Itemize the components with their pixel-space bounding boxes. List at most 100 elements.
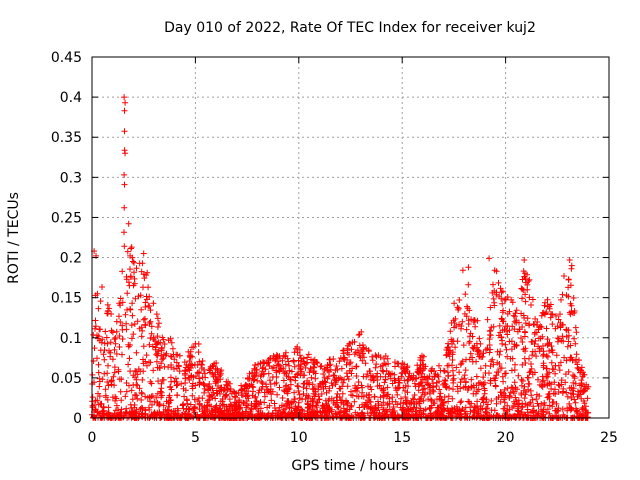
data-point bbox=[344, 357, 351, 363]
data-point bbox=[245, 376, 252, 382]
data-point bbox=[565, 332, 572, 339]
data-point bbox=[275, 358, 282, 365]
data-point bbox=[533, 353, 540, 360]
data-point bbox=[358, 348, 365, 355]
data-point bbox=[101, 356, 108, 363]
data-point bbox=[464, 303, 470, 310]
data-point bbox=[580, 398, 587, 404]
data-point bbox=[400, 365, 407, 372]
data-point bbox=[109, 356, 116, 363]
data-point bbox=[181, 359, 188, 366]
data-point bbox=[117, 410, 124, 417]
data-point bbox=[108, 377, 115, 384]
y-tick-label: 0.15 bbox=[51, 291, 82, 307]
data-point bbox=[308, 409, 315, 416]
data-point bbox=[340, 355, 347, 362]
data-point bbox=[468, 316, 475, 323]
data-point bbox=[176, 368, 183, 375]
data-point bbox=[284, 401, 291, 407]
data-point bbox=[139, 260, 146, 267]
data-point bbox=[463, 356, 469, 363]
data-point bbox=[462, 291, 469, 298]
data-point bbox=[269, 410, 276, 417]
data-point bbox=[188, 373, 194, 380]
data-point bbox=[380, 387, 386, 394]
data-point bbox=[570, 390, 577, 397]
data-point bbox=[430, 380, 437, 387]
data-point bbox=[109, 329, 116, 336]
data-point bbox=[285, 398, 292, 404]
data-point bbox=[465, 281, 472, 288]
data-point bbox=[138, 389, 145, 396]
data-point bbox=[506, 308, 513, 315]
data-point bbox=[170, 351, 177, 358]
data-point bbox=[557, 359, 564, 366]
data-point bbox=[538, 312, 545, 319]
data-point bbox=[196, 406, 203, 413]
data-point bbox=[493, 268, 500, 275]
data-point bbox=[413, 375, 420, 382]
data-point bbox=[521, 383, 528, 390]
data-point bbox=[112, 407, 119, 414]
data-point bbox=[111, 369, 118, 376]
data-point bbox=[333, 374, 340, 381]
data-point bbox=[105, 382, 112, 389]
data-point bbox=[489, 356, 496, 363]
data-point bbox=[140, 284, 146, 291]
data-point bbox=[433, 383, 440, 389]
data-point bbox=[565, 276, 572, 283]
data-point bbox=[529, 352, 536, 359]
data-point bbox=[298, 368, 305, 375]
data-point bbox=[461, 310, 468, 317]
data-point bbox=[535, 376, 541, 383]
data-point bbox=[242, 393, 249, 400]
data-point bbox=[483, 399, 489, 406]
data-point bbox=[469, 333, 476, 340]
data-point bbox=[488, 397, 495, 404]
data-point bbox=[134, 318, 141, 325]
data-point bbox=[522, 348, 529, 355]
data-point bbox=[526, 322, 533, 329]
data-point bbox=[572, 380, 579, 387]
x-tick-label: 25 bbox=[600, 430, 618, 446]
data-point bbox=[296, 352, 303, 359]
data-point bbox=[143, 293, 150, 300]
data-point bbox=[461, 372, 468, 379]
data-point bbox=[153, 351, 160, 358]
data-point bbox=[307, 403, 314, 410]
data-point bbox=[570, 379, 577, 386]
data-point bbox=[372, 352, 379, 359]
data-point bbox=[572, 340, 579, 347]
data-point bbox=[155, 348, 162, 355]
data-point bbox=[137, 292, 144, 299]
data-point bbox=[362, 360, 369, 367]
data-point bbox=[435, 373, 442, 380]
data-point bbox=[577, 382, 583, 389]
data-point bbox=[166, 392, 173, 399]
data-point bbox=[189, 353, 195, 360]
data-point bbox=[243, 402, 249, 409]
y-tick-label: 0.45 bbox=[51, 50, 82, 66]
data-point bbox=[502, 341, 509, 348]
data-point bbox=[167, 374, 174, 381]
data-point bbox=[454, 407, 461, 414]
data-point bbox=[473, 373, 480, 380]
data-point bbox=[316, 396, 323, 403]
data-point bbox=[522, 360, 529, 366]
data-point bbox=[291, 358, 297, 365]
data-point bbox=[470, 345, 477, 352]
data-point bbox=[319, 409, 326, 416]
data-point bbox=[504, 294, 511, 300]
data-point bbox=[348, 346, 355, 353]
data-point bbox=[309, 397, 316, 404]
data-point bbox=[253, 370, 260, 376]
data-point bbox=[125, 279, 132, 286]
data-point bbox=[450, 386, 456, 393]
data-point bbox=[469, 354, 476, 361]
data-point bbox=[271, 400, 278, 407]
data-point bbox=[364, 403, 371, 410]
data-point bbox=[336, 394, 343, 400]
data-point bbox=[251, 373, 258, 380]
data-point bbox=[582, 403, 589, 410]
data-point bbox=[104, 308, 111, 315]
